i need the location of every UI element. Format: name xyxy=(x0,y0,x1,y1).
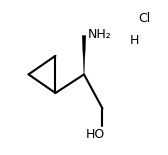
Text: Cl: Cl xyxy=(138,12,151,25)
Polygon shape xyxy=(82,36,86,74)
Text: HO: HO xyxy=(86,128,105,141)
Text: NH₂: NH₂ xyxy=(87,28,111,41)
Text: H: H xyxy=(130,34,139,47)
